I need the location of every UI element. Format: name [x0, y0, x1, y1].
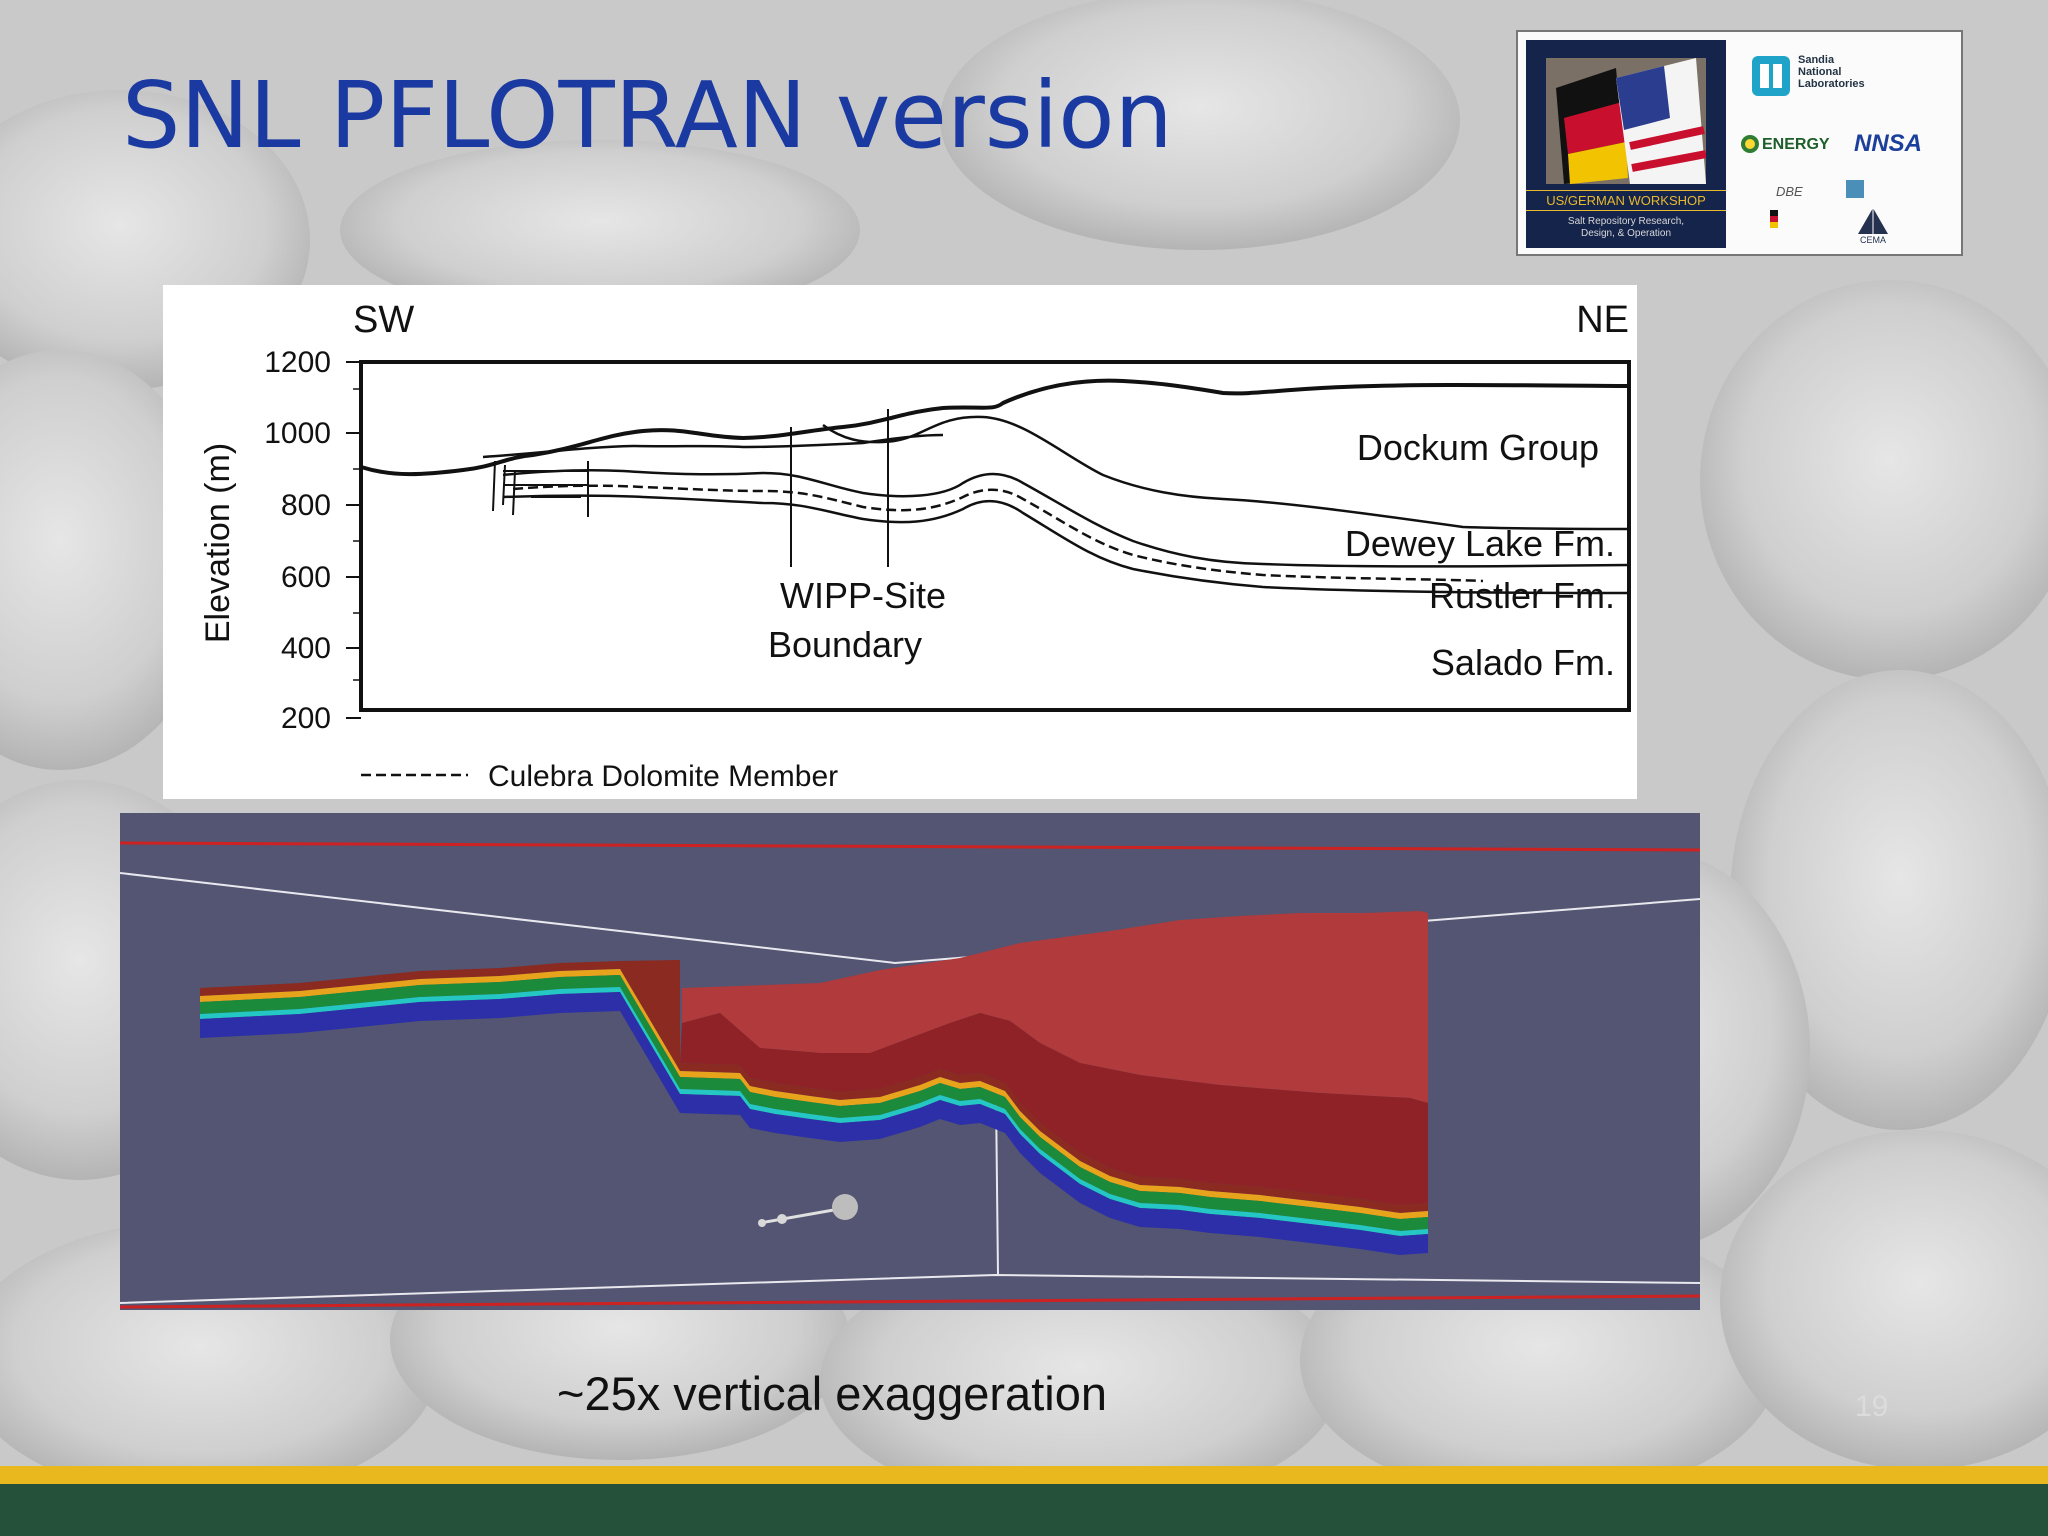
- direction-sw: SW: [353, 299, 414, 341]
- y-tick-200: 200: [281, 702, 331, 735]
- flags-image: [1546, 58, 1707, 184]
- page-number: 19: [1855, 1390, 1889, 1423]
- workshop-emblem: US/GERMAN WORKSHOP Salt Repository Resea…: [1526, 40, 1726, 248]
- workshop-subtitle-line-1: Salt Repository Research,: [1567, 216, 1685, 227]
- footer-gold-stripe: [0, 1466, 2048, 1484]
- culebra-dashed-line: [512, 484, 1484, 583]
- energy-label: ENERGY: [1762, 136, 1830, 153]
- unit-dewey-label: Dewey Lake Fm.: [1345, 523, 1615, 564]
- workshop-subtitle-line-2: Design, & Operation: [1580, 228, 1672, 239]
- cema-label: CEMA: [1860, 235, 1887, 245]
- salado-top-line: [502, 494, 1630, 595]
- y-tick-1000: 1000: [264, 417, 331, 450]
- wipp-label-line-2: Boundary: [768, 624, 922, 665]
- sponsor-logos: Sandia National Laboratories ENERGY NNSA…: [1738, 42, 1953, 247]
- ground-surface-line: [360, 378, 1630, 477]
- cema-pyramid-icon: [1858, 208, 1888, 234]
- orientation-axes-icon: [758, 1194, 858, 1227]
- doe-seal-icon: [1741, 135, 1759, 153]
- unit-salado-label: Salado Fm.: [1431, 642, 1615, 683]
- borehole-lines: [492, 460, 589, 517]
- geologic-cross-section: SW NE 1200 1000 800 600 400 200 Elevatio…: [163, 285, 1637, 799]
- sandia-label-3: Laboratories: [1798, 78, 1865, 90]
- slide-title: SNL PFLOTRAN version: [122, 62, 1173, 169]
- rustler-top-line: [502, 468, 1630, 568]
- workshop-subtitle: Salt Repository Research, Design, & Oper…: [1526, 216, 1726, 240]
- sandia-label-2: National: [1798, 66, 1842, 78]
- dockum-base-line: [482, 415, 1630, 531]
- sandia-thunderbird-icon: [1752, 56, 1790, 96]
- workshop-logo: US/GERMAN WORKSHOP Salt Repository Resea…: [1516, 30, 1963, 256]
- wipp-label-line-1: WIPP-Site: [780, 575, 946, 616]
- unit-rustler-label: Rustler Fm.: [1429, 575, 1615, 616]
- unit-dockum-label: Dockum Group: [1357, 427, 1599, 468]
- workshop-title: US/GERMAN WORKSHOP: [1526, 190, 1726, 211]
- y-tick-1200: 1200: [264, 346, 331, 379]
- nnsa-label: NNSA: [1854, 130, 1923, 157]
- domain-bounding-box: [120, 841, 1700, 1309]
- dbe-label: DBE: [1776, 184, 1803, 199]
- y-tick-400: 400: [281, 632, 331, 665]
- sandia-label-1: Sandia: [1798, 54, 1835, 66]
- culebra-legend-label: Culebra Dolomite Member: [488, 760, 838, 793]
- agency-emblem-icon: [1846, 180, 1864, 198]
- model-layers: [200, 911, 1428, 1255]
- german-flag-icon: [1770, 210, 1778, 228]
- section-frame: [359, 360, 1631, 712]
- y-axis-label: Elevation (m): [199, 443, 237, 643]
- pflotran-model-view: [120, 813, 1700, 1310]
- direction-ne: NE: [1576, 299, 1629, 341]
- exaggeration-caption: ~25x vertical exaggeration: [557, 1367, 1107, 1420]
- y-tick-800: 800: [281, 489, 331, 522]
- y-tick-600: 600: [281, 561, 331, 594]
- footer-green-band: [0, 1484, 2048, 1536]
